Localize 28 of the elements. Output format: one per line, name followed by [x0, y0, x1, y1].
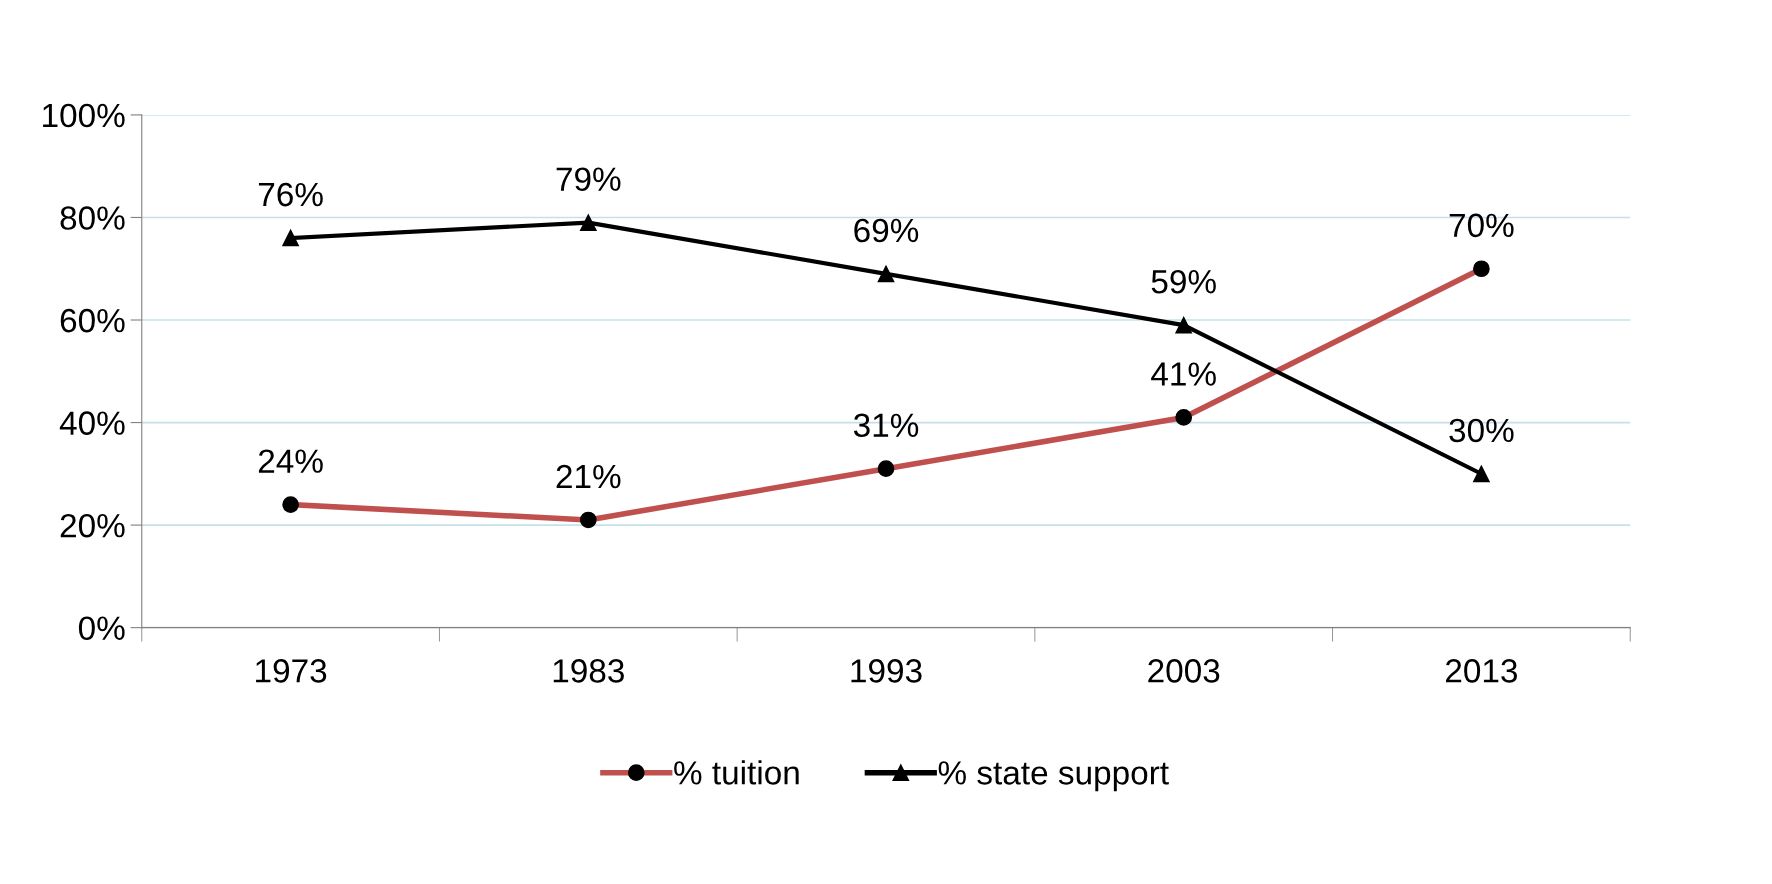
x-tick-label: 1983 [553, 659, 624, 683]
point [1175, 316, 1193, 334]
y-tick-label: 20% [60, 513, 125, 538]
y-tick-label: 0% [78, 616, 125, 641]
y-tick-label: 100% [43, 103, 125, 128]
data-label: 69% [854, 218, 919, 243]
x-tick-label: 1993 [851, 659, 922, 683]
point [877, 265, 895, 283]
data-label: 30% [1449, 418, 1514, 443]
point [282, 229, 299, 247]
x-tick-label: 2003 [1148, 659, 1220, 683]
point [579, 214, 597, 231]
data-label: 76% [258, 182, 323, 207]
data-label: 41% [1151, 362, 1216, 386]
x-tick-label: 1973 [256, 659, 327, 683]
data-label: 24% [258, 449, 323, 473]
point [1473, 465, 1490, 483]
data-label: 31% [853, 413, 919, 438]
legend-label: % tuition [674, 760, 799, 785]
legend-label: % state support [938, 761, 1169, 792]
data-label: 70% [1449, 213, 1514, 238]
data-label: 59% [1151, 269, 1216, 294]
y-tick-label: 40% [59, 411, 125, 435]
y-tick-label: 80% [60, 206, 125, 230]
data-label: 79% [556, 167, 621, 191]
x-tick-label: 2013 [1446, 659, 1518, 683]
data-label: 21% [556, 464, 621, 489]
y-tick-label: 60% [60, 308, 125, 333]
